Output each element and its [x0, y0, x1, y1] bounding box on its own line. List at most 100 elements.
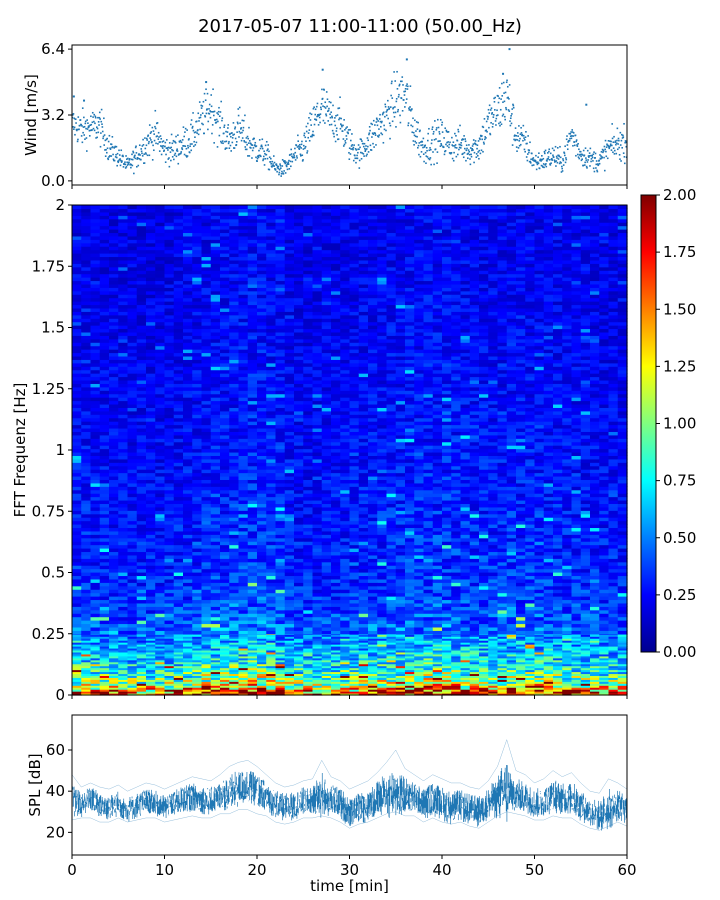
spectrogram-cell [118, 407, 129, 412]
spectrogram-cell [173, 644, 184, 647]
spectrogram-cell [229, 438, 240, 443]
wind-point [87, 122, 89, 124]
wind-point [388, 122, 391, 125]
spectrogram-cell [109, 225, 119, 230]
spectrogram-cell [81, 393, 92, 398]
spectrogram-cell [146, 681, 156, 684]
spectrogram-cell [247, 417, 258, 422]
spectrogram-cell [127, 369, 138, 374]
spectrogram-cell [90, 482, 101, 487]
spectrogram-cell [118, 270, 129, 275]
wind-point [445, 129, 448, 132]
wind-point [204, 99, 207, 102]
spectrogram-cell [220, 651, 230, 655]
wind-point [592, 160, 594, 162]
spectrogram-cell [183, 620, 193, 625]
spectrogram-cell [201, 311, 212, 316]
spectrogram-cell [257, 669, 267, 673]
spectrogram-cell [229, 335, 240, 340]
wind-point [185, 156, 188, 158]
spectrogram-cell [210, 665, 221, 669]
wind-point [148, 154, 151, 157]
spectrogram-cell [127, 208, 138, 213]
spectrogram-cell [72, 475, 82, 480]
spectrogram-cell [238, 431, 249, 436]
spectrogram-cell [173, 445, 184, 450]
spectrogram-cell [210, 606, 221, 611]
spectrogram-cell [136, 634, 147, 637]
spectrogram-cell [247, 259, 258, 264]
spectrogram-cell [81, 561, 92, 566]
spectrogram-cell [155, 301, 166, 306]
wind-point [347, 129, 350, 131]
spectrogram-cell [192, 218, 203, 223]
spectrogram-cell [247, 349, 258, 354]
spectrogram-cell [173, 465, 184, 470]
wind-point [518, 144, 521, 147]
spectrogram-cell [192, 630, 203, 635]
spectrogram-cell [146, 208, 156, 213]
spectrogram-cell [109, 331, 119, 336]
wind-point [245, 141, 247, 144]
wind-point [86, 119, 88, 121]
wind-point [393, 71, 395, 73]
spectrogram-cell [90, 301, 101, 306]
wind-point [181, 148, 184, 151]
spectrogram-cell [72, 606, 82, 611]
spectrogram-cell [173, 602, 184, 607]
spectrogram-cell [192, 417, 203, 422]
wind-point [165, 153, 167, 156]
spectrogram-cell [164, 335, 175, 340]
spectrogram-cell [183, 578, 193, 583]
spectrogram-cell [164, 369, 175, 374]
spectrogram-cell [127, 235, 138, 240]
wind-point [452, 145, 454, 147]
wind-point [96, 126, 98, 129]
spectrogram-cell [266, 589, 277, 594]
wind-point [157, 138, 160, 140]
wind-point [495, 114, 498, 117]
spectrogram-cell [155, 578, 166, 583]
wind-point [508, 48, 511, 51]
spectrogram-cell [220, 640, 230, 643]
wind-point [380, 121, 383, 124]
spectrogram-cell [247, 691, 258, 694]
spectrogram-cell [155, 689, 166, 692]
spectrogram-cell [192, 280, 203, 285]
wind-point [438, 131, 441, 133]
spectrogram-cell [257, 609, 267, 614]
spectrogram-cell [192, 551, 203, 556]
wind-point [565, 158, 568, 161]
spectrogram-cell [257, 626, 267, 631]
wind-point [296, 157, 298, 159]
spectrogram-cell [238, 575, 249, 580]
spectrogram-cell [164, 661, 175, 665]
wind-point [76, 128, 78, 131]
wind-point [590, 158, 593, 160]
wind-point [363, 142, 366, 145]
spectrogram-cell [72, 659, 82, 663]
wind-point [320, 108, 322, 111]
spectrogram-cell [72, 301, 82, 306]
wind-point [234, 127, 236, 130]
wind-point [414, 119, 416, 122]
wind-point [432, 151, 434, 153]
spectrogram-cell [173, 523, 184, 529]
spectrogram-cell [229, 636, 240, 639]
spectrogram-cell [127, 640, 138, 643]
wind-point [88, 129, 91, 132]
spectrogram-cell [173, 596, 184, 601]
wind-point [165, 139, 168, 141]
spectrogram-cell [136, 438, 147, 443]
spectrogram-cell [109, 585, 119, 590]
spectrogram-cell [90, 565, 101, 570]
spectrogram-cell [118, 263, 129, 268]
spectrogram-cell [127, 451, 138, 456]
spectrogram-cell [210, 472, 221, 477]
spectrogram-cell [90, 634, 101, 637]
spectrogram-cell [136, 318, 147, 323]
wind-point [354, 148, 357, 150]
spectrogram-cell [201, 438, 212, 443]
wind-point [74, 118, 77, 120]
spectrogram-cell [146, 253, 156, 258]
